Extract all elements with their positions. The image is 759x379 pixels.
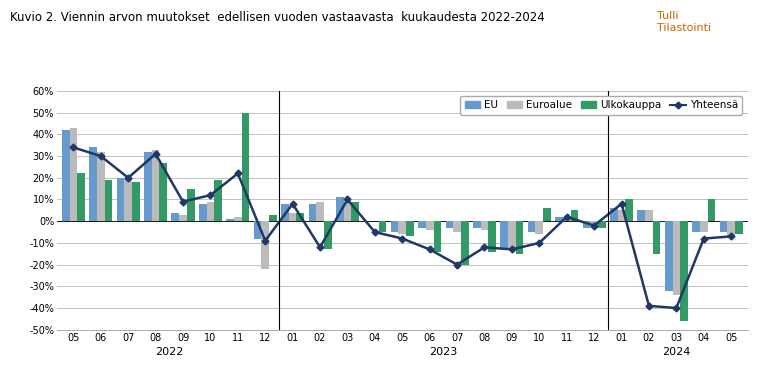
Bar — [692, 221, 700, 232]
Bar — [625, 199, 633, 221]
Bar — [206, 202, 214, 221]
Bar — [500, 221, 508, 249]
Bar — [152, 150, 159, 221]
Bar — [281, 204, 289, 221]
Bar — [508, 221, 516, 249]
Bar — [187, 189, 194, 221]
Bar — [618, 210, 625, 221]
Bar — [488, 221, 496, 252]
Bar — [226, 219, 234, 221]
Bar — [308, 204, 317, 221]
Bar — [391, 221, 398, 232]
Bar — [591, 221, 598, 228]
Bar — [571, 210, 578, 221]
Bar — [90, 147, 97, 221]
Bar — [289, 213, 297, 221]
Bar — [598, 221, 606, 228]
Text: 2024: 2024 — [662, 347, 691, 357]
Bar — [105, 180, 112, 221]
Bar — [543, 208, 551, 221]
Bar — [179, 215, 187, 221]
Bar — [297, 213, 304, 221]
Bar — [124, 178, 132, 221]
Bar — [77, 174, 85, 221]
Bar — [172, 213, 179, 221]
Bar — [117, 178, 124, 221]
Bar — [555, 217, 563, 221]
Bar — [638, 210, 645, 221]
Legend: EU, Euroalue, Ulkokauppa, Yhteensä: EU, Euroalue, Ulkokauppa, Yhteensä — [461, 96, 742, 114]
Bar — [132, 182, 140, 221]
Bar — [214, 180, 222, 221]
Bar — [351, 202, 359, 221]
Bar — [406, 221, 414, 236]
Bar — [453, 221, 461, 232]
Bar — [317, 202, 324, 221]
Bar — [159, 163, 167, 221]
Bar — [433, 221, 441, 252]
Bar — [563, 217, 571, 221]
Bar — [344, 202, 351, 221]
Bar — [528, 221, 536, 232]
Text: 2022: 2022 — [155, 347, 184, 357]
Bar — [672, 221, 680, 295]
Bar — [254, 221, 261, 238]
Bar — [324, 221, 332, 249]
Bar — [480, 221, 488, 230]
Bar — [645, 210, 653, 221]
Bar — [473, 221, 480, 228]
Bar — [583, 221, 591, 228]
Bar — [653, 221, 660, 254]
Bar — [418, 221, 426, 228]
Bar — [735, 221, 743, 234]
Bar — [516, 221, 524, 254]
Bar — [97, 152, 105, 221]
Bar — [398, 221, 406, 234]
Bar — [336, 197, 344, 221]
Bar — [144, 152, 152, 221]
Bar — [261, 221, 269, 269]
Bar — [727, 221, 735, 236]
Text: Tulli
Tilastointi: Tulli Tilastointi — [657, 11, 710, 33]
Bar — [680, 221, 688, 321]
Bar — [234, 217, 241, 221]
Bar — [269, 215, 277, 221]
Bar — [70, 128, 77, 221]
Bar — [241, 113, 250, 221]
Bar — [62, 130, 70, 221]
Bar — [426, 221, 433, 230]
Bar — [461, 221, 468, 265]
Bar — [536, 221, 543, 234]
Bar — [199, 204, 206, 221]
Bar — [700, 221, 707, 232]
Bar — [720, 221, 727, 232]
Bar — [707, 199, 715, 221]
Bar — [446, 221, 453, 228]
Text: 2023: 2023 — [430, 347, 458, 357]
Text: Kuvio 2. Viennin arvon muutokset  edellisen vuoden vastaavasta  kuukaudesta 2022: Kuvio 2. Viennin arvon muutokset edellis… — [10, 11, 545, 24]
Bar — [610, 208, 618, 221]
Bar — [665, 221, 672, 291]
Bar — [379, 221, 386, 232]
